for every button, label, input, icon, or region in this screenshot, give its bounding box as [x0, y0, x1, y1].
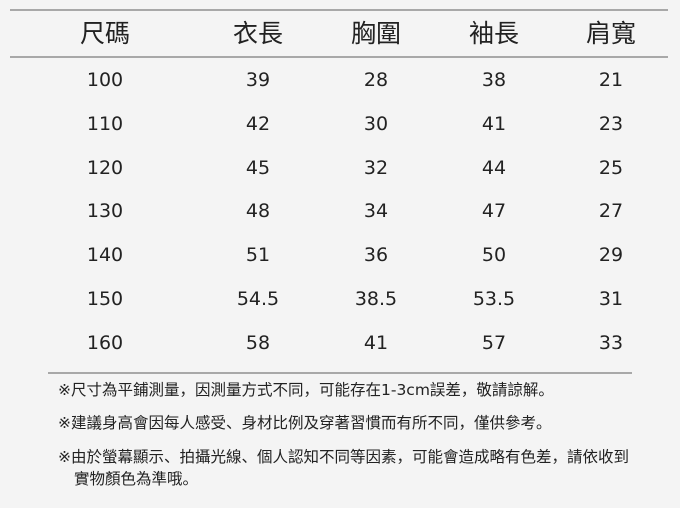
table-row: 130 48 34 47 27	[0, 196, 680, 226]
cell-size: 120	[86, 156, 124, 179]
cell-size: 140	[86, 244, 124, 267]
cell-chest: 36	[363, 244, 389, 267]
table-header: 尺碼 衣長 胸圍 袖長 肩寬	[0, 19, 680, 49]
cell-shoulder: 29	[598, 244, 624, 267]
header-rule	[10, 56, 668, 58]
cell-size: 160	[86, 331, 124, 354]
cell-size: 150	[86, 288, 124, 310]
cell-sleeve: 57	[481, 331, 507, 354]
cell-length: 58	[245, 331, 271, 354]
cell-shoulder: 23	[598, 112, 624, 135]
cell-shoulder: 33	[598, 331, 624, 354]
top-rule	[10, 9, 668, 11]
table-row: 110 42 30 41 23	[0, 109, 680, 139]
cell-sleeve: 47	[481, 200, 507, 223]
notes: ※尺寸為平鋪測量，因測量方式不同，可能存在1-3cm誤差，敬請諒解。 ※建議身高…	[58, 374, 648, 490]
note-height: ※建議身高會因每人感受、身材比例及穿著習慣而有所不同，僅供參考。	[58, 414, 552, 432]
header-chest: 胸圍	[350, 19, 401, 48]
cell-length: 45	[245, 156, 271, 179]
cell-chest: 32	[363, 156, 389, 179]
cell-sleeve: 44	[481, 156, 507, 179]
cell-sleeve: 41	[481, 112, 507, 135]
cell-sleeve: 53.5	[472, 288, 516, 310]
cell-chest: 30	[363, 112, 389, 135]
header-size: 尺碼	[79, 19, 130, 48]
header-length: 衣長	[232, 19, 283, 48]
cell-sleeve: 50	[481, 244, 507, 267]
note-measurement: ※尺寸為平鋪測量，因測量方式不同，可能存在1-3cm誤差，敬請諒解。	[58, 381, 554, 399]
cell-length: 48	[245, 200, 271, 223]
cell-chest: 34	[363, 200, 389, 223]
cell-chest: 38.5	[354, 288, 398, 310]
table-row: 140 51 36 50 29	[0, 240, 680, 270]
cell-sleeve: 38	[481, 69, 507, 91]
table-row: 100 39 28 38 21	[0, 65, 680, 95]
cell-shoulder: 27	[598, 200, 624, 223]
table-row: 160 58 41 57 33	[0, 328, 680, 358]
header-shoulder: 肩寬	[585, 19, 636, 48]
bottom-rule	[48, 372, 632, 374]
cell-length: 54.5	[236, 288, 280, 310]
cell-shoulder: 25	[598, 156, 624, 179]
cell-size: 130	[86, 200, 124, 223]
table-row: 120 45 32 44 25	[0, 153, 680, 183]
note-color: ※由於螢幕顯示、拍攝光線、個人認知不同等因素，可能會造成略有色差，請依收到實物顏…	[58, 448, 629, 488]
cell-shoulder: 21	[598, 69, 624, 91]
cell-chest: 41	[363, 331, 389, 354]
cell-chest: 28	[363, 69, 389, 91]
table-row: 150 54.5 38.5 53.5 31	[0, 284, 680, 314]
cell-length: 39	[245, 69, 271, 91]
cell-shoulder: 31	[598, 288, 624, 310]
header-sleeve: 袖長	[468, 19, 519, 48]
cell-size: 100	[86, 69, 124, 91]
cell-length: 42	[245, 112, 271, 135]
cell-length: 51	[245, 244, 271, 267]
cell-size: 110	[86, 112, 124, 135]
